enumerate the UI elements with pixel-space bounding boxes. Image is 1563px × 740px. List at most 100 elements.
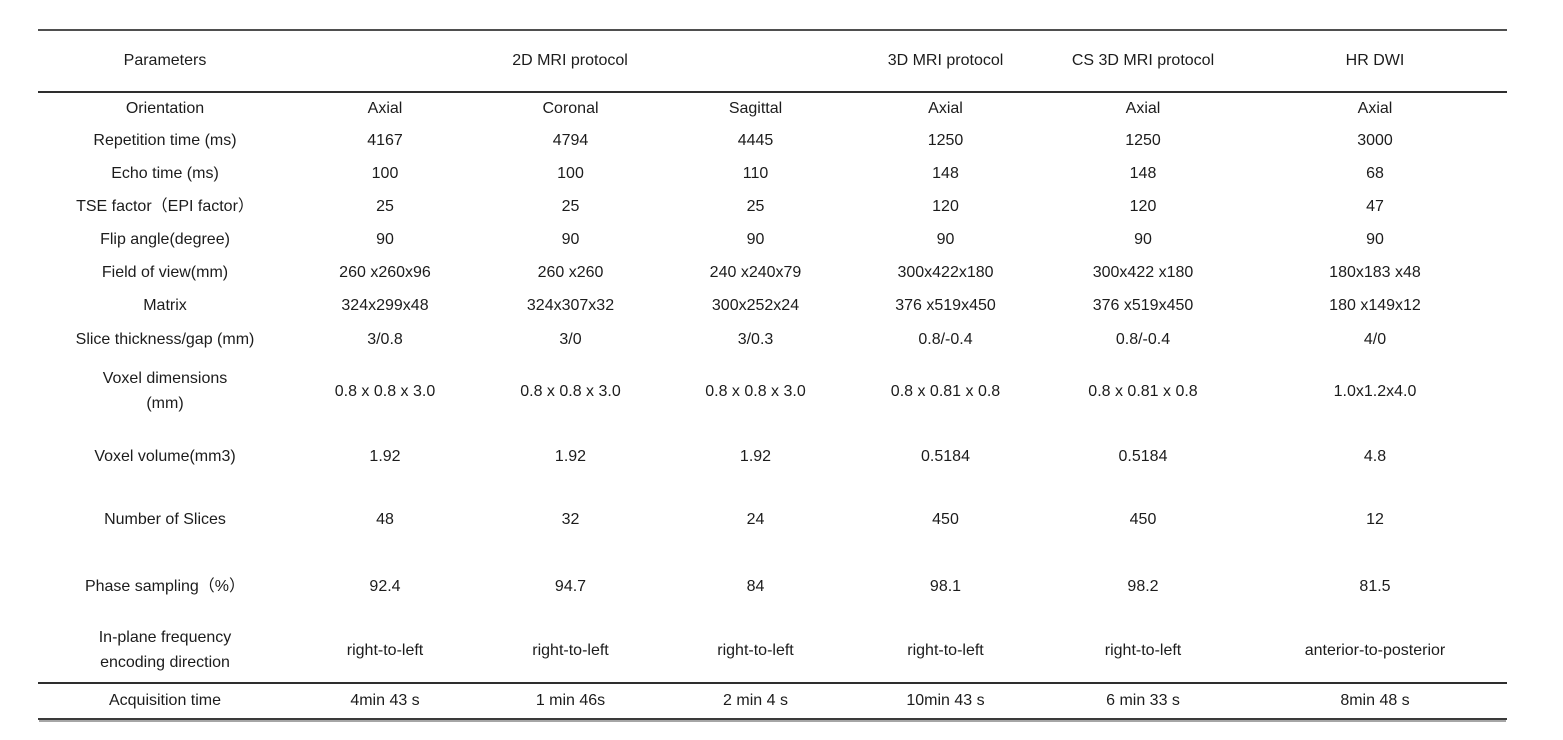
cell-cs-3d-axial: 98.2 — [1127, 577, 1159, 595]
column-header-cs-3d-mri-protocol: CS 3D MRI protocol — [1071, 52, 1215, 69]
cell-2d-coronal: 324x307x32 — [526, 297, 615, 315]
cell-hr-dwi: 47 — [1366, 198, 1384, 216]
mri-protocol-table: Parameters 2D MRI protocol 3D MRI protoc… — [38, 29, 1507, 720]
cell-2d-coronal: Coronal — [542, 99, 599, 117]
cell-cs-3d-axial: 120 — [1129, 198, 1157, 216]
row-label: TSE factor（EPI factor） — [76, 198, 254, 216]
cell-2d-coronal: 94.7 — [554, 577, 587, 595]
cell-2d-axial: 4min 43 s — [350, 691, 420, 709]
cell-3d-axial: 0.8 x 0.81 x 0.8 — [890, 382, 1001, 400]
cell-3d-axial: right-to-left — [907, 641, 984, 659]
cell-hr-dwi: 1.0x1.2x4.0 — [1333, 382, 1417, 400]
cell-2d-axial: 3/0.8 — [367, 330, 403, 348]
table-row: In-plane frequency encoding direction ri… — [38, 620, 1507, 683]
cell-3d-axial: 1250 — [927, 132, 964, 150]
cell-3d-axial: 98.1 — [929, 577, 962, 595]
cell-hr-dwi: anterior-to-posterior — [1304, 641, 1446, 659]
cell-3d-axial: 148 — [932, 165, 959, 183]
cell-2d-axial: 100 — [371, 165, 399, 183]
cell-2d-axial: 4167 — [367, 132, 403, 150]
row-label: Acquisition time — [108, 691, 222, 709]
row-label: Flip angle(degree) — [100, 231, 230, 249]
column-header-hr-dwi: HR DWI — [1345, 52, 1405, 69]
cell-hr-dwi: 4.8 — [1363, 447, 1387, 465]
row-label: Voxel dimensions (mm) — [102, 370, 228, 412]
cell-cs-3d-axial: 90 — [1134, 231, 1152, 249]
cell-2d-coronal: 90 — [561, 231, 580, 249]
cell-2d-coronal: 4794 — [552, 132, 589, 150]
cell-2d-sagittal: Sagittal — [728, 99, 783, 117]
cell-2d-axial: 90 — [376, 231, 394, 249]
table-row: Field of view(mm) 260 x260x96 260 x260 2… — [38, 257, 1507, 290]
cell-3d-axial: 120 — [932, 198, 959, 216]
row-label: In-plane frequency encoding direction — [98, 629, 232, 671]
cell-2d-sagittal: right-to-left — [717, 641, 794, 659]
cell-hr-dwi: 4/0 — [1363, 330, 1387, 348]
cell-cs-3d-axial: 376 x519x450 — [1092, 297, 1194, 315]
cell-2d-sagittal: 1.92 — [739, 447, 772, 465]
cell-cs-3d-axial: 6 min 33 s — [1106, 691, 1180, 709]
row-label: Phase sampling（%） — [84, 577, 246, 595]
cell-hr-dwi: 180x183 x48 — [1329, 264, 1421, 282]
cell-3d-axial: 450 — [932, 511, 959, 529]
table-row: Repetition time (ms) 4167 4794 4445 1250… — [38, 125, 1507, 158]
cell-cs-3d-axial: 0.8/-0.4 — [1115, 330, 1171, 348]
table-row: Flip angle(degree) 90 90 90 90 90 90 — [38, 224, 1507, 257]
table-row: Acquisition time 4min 43 s 1 min 46s 2 m… — [38, 683, 1507, 719]
cell-2d-coronal: 100 — [557, 165, 584, 183]
cell-2d-coronal: 1.92 — [554, 447, 587, 465]
cell-hr-dwi: 3000 — [1357, 132, 1393, 150]
cell-hr-dwi: Axial — [1357, 99, 1393, 117]
cell-hr-dwi: 180 x149x12 — [1329, 297, 1421, 315]
cell-cs-3d-axial: 450 — [1129, 511, 1157, 529]
cell-hr-dwi: 81.5 — [1359, 577, 1391, 595]
cell-2d-coronal: 1 min 46s — [535, 691, 606, 709]
column-header-2d-mri-protocol: 2D MRI protocol — [512, 52, 628, 69]
cell-3d-axial: Axial — [928, 99, 963, 117]
table-row: Voxel volume(mm3) 1.92 1.92 1.92 0.5184 … — [38, 427, 1507, 487]
cell-2d-axial: 25 — [376, 198, 394, 216]
cell-cs-3d-axial: 0.8 x 0.81 x 0.8 — [1088, 382, 1198, 400]
cell-2d-axial: 92.4 — [369, 577, 401, 595]
cell-2d-sagittal: 25 — [746, 198, 765, 216]
table-row: Number of Slices 48 32 24 450 450 12 — [38, 487, 1507, 554]
cell-cs-3d-axial: 148 — [1129, 165, 1157, 183]
cell-2d-sagittal: 24 — [746, 511, 765, 529]
cell-cs-3d-axial: Axial — [1125, 99, 1161, 117]
table-row: Voxel dimensions (mm) 0.8 x 0.8 x 3.0 0.… — [38, 357, 1507, 427]
cell-cs-3d-axial: 300x422 x180 — [1092, 264, 1194, 282]
cell-2d-axial: 48 — [376, 511, 394, 529]
table-row: Orientation Axial Coronal Sagittal Axial… — [38, 92, 1507, 125]
row-label: Number of Slices — [104, 511, 226, 529]
cell-2d-coronal: 25 — [561, 198, 580, 216]
cell-3d-axial: 300x422x180 — [897, 264, 994, 282]
cell-2d-axial: 260 x260x96 — [339, 264, 431, 282]
cell-2d-sagittal: 300x252x24 — [711, 297, 800, 315]
table-row: Echo time (ms) 100 100 110 148 148 68 — [38, 158, 1507, 191]
table-row: TSE factor（EPI factor） 25 25 25 120 120 … — [38, 191, 1507, 224]
cell-3d-axial: 0.8/-0.4 — [918, 330, 973, 348]
cell-3d-axial: 376 x519x450 — [895, 297, 996, 315]
cell-2d-sagittal: 2 min 4 s — [723, 691, 788, 709]
cell-2d-sagittal: 0.8 x 0.8 x 3.0 — [705, 382, 806, 400]
cell-2d-axial: Axial — [367, 99, 403, 117]
cell-hr-dwi: 8min 48 s — [1340, 691, 1410, 709]
cell-cs-3d-axial: 1250 — [1125, 132, 1161, 150]
row-label: Repetition time (ms) — [93, 132, 237, 150]
cell-2d-sagittal: 3/0.3 — [737, 330, 774, 348]
cell-2d-coronal: 260 x260 — [537, 264, 604, 282]
cell-3d-axial: 10min 43 s — [906, 691, 985, 709]
cell-cs-3d-axial: 0.5184 — [1118, 447, 1168, 465]
cell-2d-axial: 1.92 — [369, 447, 401, 465]
row-label: Field of view(mm) — [101, 264, 229, 282]
column-header-3d-mri-protocol: 3D MRI protocol — [887, 52, 1004, 69]
cell-hr-dwi: 90 — [1366, 231, 1384, 249]
cell-3d-axial: 90 — [936, 231, 955, 249]
cell-2d-coronal: right-to-left — [532, 641, 609, 659]
row-label: Orientation — [125, 99, 205, 117]
cell-2d-coronal: 32 — [561, 511, 580, 529]
table-row: Slice thickness/gap (mm) 3/0.8 3/0 3/0.3… — [38, 323, 1507, 357]
cell-2d-coronal: 3/0 — [559, 330, 582, 348]
cell-2d-sagittal: 110 — [742, 165, 769, 183]
